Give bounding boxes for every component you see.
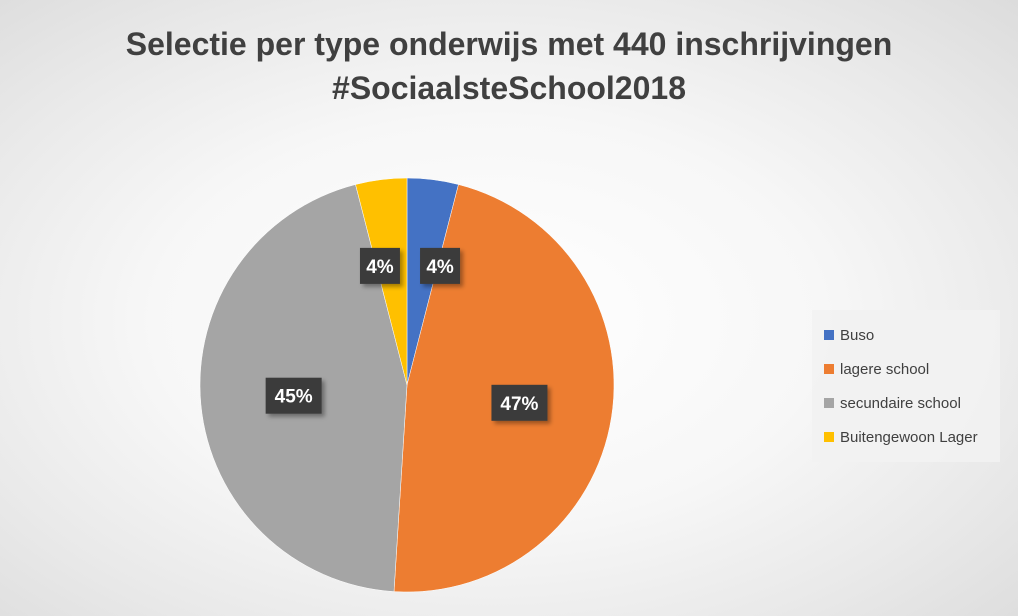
data-label-box <box>491 384 548 421</box>
data-label-box <box>359 247 400 284</box>
data-label-box <box>265 377 322 414</box>
legend-swatch <box>824 432 834 442</box>
chart-title: Selectie per type onderwijs met 440 insc… <box>125 26 893 62</box>
data-label-lagere-school: 47% <box>491 384 548 421</box>
legend-item-buso: Buso <box>824 318 1000 352</box>
data-label-buso: 4% <box>420 247 461 284</box>
data-label-box <box>420 247 461 284</box>
data-label-text: 47% <box>500 394 538 415</box>
data-label-text: 4% <box>366 257 394 278</box>
legend-item-buitengewoon-lager: Buitengewoon Lager <box>824 420 1000 454</box>
legend-swatch <box>824 364 834 374</box>
data-label-text: 4% <box>426 257 454 278</box>
data-label-text: 45% <box>275 387 313 408</box>
legend-label: Buso <box>840 326 875 344</box>
data-label-buitengewoon-lager: 4% <box>359 247 400 284</box>
chart-title-block: Selectie per type onderwijs met 440 insc… <box>0 22 1018 110</box>
chart-legend: Buso lagere school secundaire school Buiten… <box>812 310 1000 462</box>
legend-swatch <box>824 330 834 340</box>
chart-subtitle: #SociaalsteSchool2018 <box>332 70 686 106</box>
legend-item-lagere-school: lagere school <box>824 352 1000 386</box>
legend-label: lagere school <box>840 360 930 378</box>
legend-label: Buitengewoon Lager <box>840 428 978 446</box>
data-label-secundaire-school: 45% <box>265 377 322 414</box>
legend-label: secundaire school <box>840 394 961 412</box>
legend-item-secundaire-school: secundaire school <box>824 386 1000 420</box>
legend-swatch <box>824 398 834 408</box>
